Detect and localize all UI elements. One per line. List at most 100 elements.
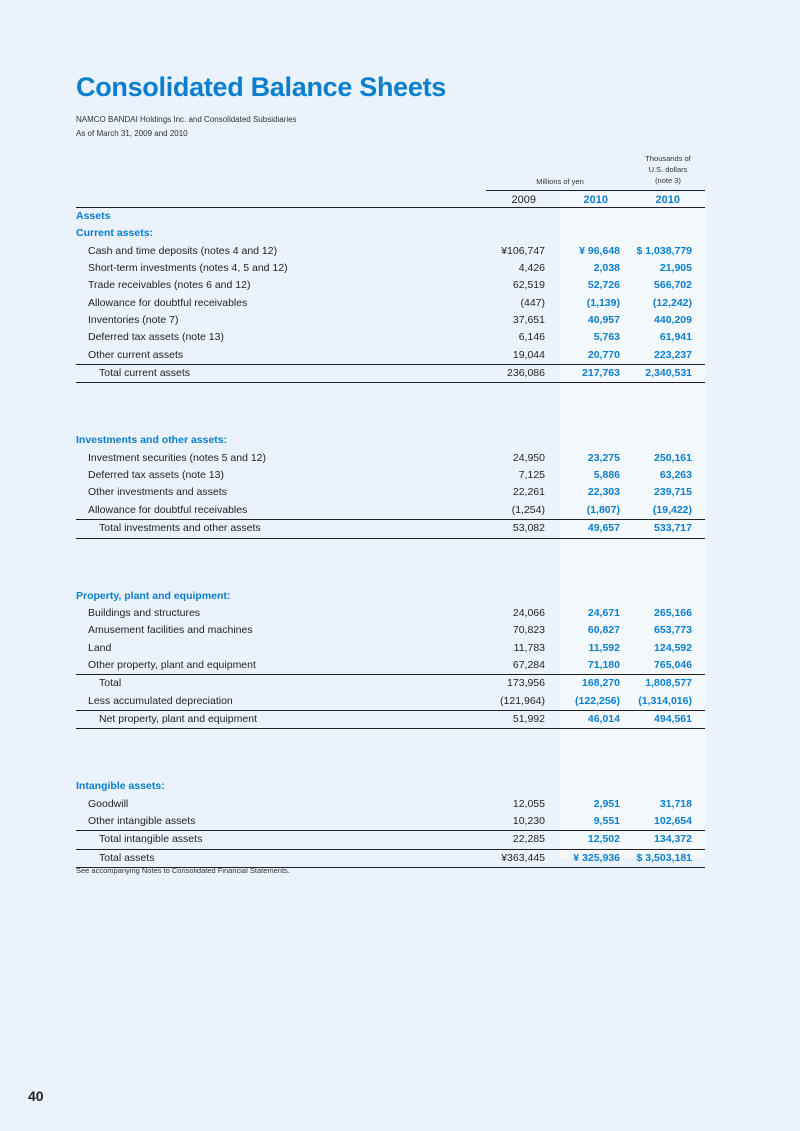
value-2009-yen: 19,044	[512, 348, 545, 361]
table-row: Short-term investments (notes 4, 5 and 1…	[76, 260, 705, 277]
row-label: Deferred tax assets (note 13)	[88, 331, 224, 344]
value-2010-yen: ¥ 96,648	[579, 244, 620, 257]
row-label: Property, plant and equipment:	[76, 589, 231, 602]
value-2010-yen: 60,827	[587, 624, 620, 637]
table-row: Land 11,783 11,592 124,592	[76, 640, 705, 657]
value-2010-yen: (122,256)	[575, 694, 620, 707]
value-2009-yen: ¥106,747	[501, 244, 545, 257]
row-label: Other investments and assets	[88, 486, 227, 499]
table-row: Other investments and assets 22,261 22,303…	[76, 484, 705, 501]
value-2009-yen: 22,285	[512, 833, 545, 846]
value-2009-yen: 62,519	[512, 279, 545, 292]
value-2010-usd: (19,422)	[652, 503, 692, 516]
row-label: Trade receivables (notes 6 and 12)	[88, 279, 251, 292]
value-2009-yen: (121,964)	[500, 694, 545, 707]
value-2010-yen: 49,657	[587, 522, 620, 535]
row-label: Total current assets	[99, 367, 191, 380]
value-2010-usd: 566,702	[654, 279, 692, 292]
value-2009-yen: 6,146	[518, 331, 545, 344]
year-2010-usd: 2010	[655, 194, 680, 206]
total-row: Total intangible assets 22,285 12,502 134,3…	[76, 830, 705, 848]
table-row: Other intangible assets 10,230 9,551 102,65…	[76, 813, 705, 830]
row-label: Current assets:	[76, 227, 154, 240]
row-label: Other current assets	[88, 348, 184, 361]
row-label: Buildings and structures	[88, 606, 201, 619]
value-2010-usd: 63,263	[659, 469, 692, 482]
total-row: Total current assets 236,086 217,763 2,340,…	[76, 364, 705, 384]
value-2010-yen: 217,763	[582, 367, 620, 380]
value-2010-usd: 2,340,531	[645, 367, 692, 380]
company-subtitle: NAMCO BANDAI Holdings Inc. and Consolida…	[76, 115, 297, 124]
value-2010-usd: 124,592	[654, 641, 692, 654]
value-2009-yen: (1,254)	[511, 503, 545, 516]
value-2010-usd: 102,654	[654, 814, 692, 827]
row-label: Total assets	[99, 851, 155, 864]
row-label: Net property, plant and equipment	[99, 712, 257, 725]
value-2009-yen: 10,230	[512, 814, 545, 827]
row-label: Total intangible assets	[99, 833, 203, 846]
value-2010-usd: 1,808,577	[645, 677, 692, 690]
value-2010-usd: 134,372	[654, 833, 692, 846]
table-row: Allowance for doubtful receivables (1,254…	[76, 502, 705, 519]
value-2010-yen: 2,038	[593, 262, 620, 275]
table-row: Inventories (note 7) 37,651 40,957 440,209	[76, 312, 705, 329]
balance-sheet-table: Assets Current assets: Cash and time depos…	[76, 208, 705, 868]
row-label: Allowance for doubtful receivables	[88, 503, 248, 516]
section-heading: Investments and other assets:	[76, 432, 705, 449]
value-2010-usd: $ 3,503,181	[636, 851, 692, 864]
highlight-column	[560, 192, 705, 858]
value-2009-yen: 173,956	[507, 677, 545, 690]
row-label: Amusement facilities and machines	[88, 624, 253, 637]
value-2010-usd: 265,166	[654, 606, 692, 619]
value-2009-yen: 22,261	[512, 486, 545, 499]
value-2010-usd: 223,237	[654, 348, 692, 361]
table-row: Buildings and structures 24,066 24,671 265,…	[76, 605, 705, 622]
header-bottom-rule	[76, 207, 705, 208]
row-label: Allowance for doubtful receivables	[88, 296, 248, 309]
row-label: Goodwill	[88, 797, 129, 810]
value-2010-yen: 5,886	[593, 469, 620, 482]
value-2009-yen: 70,823	[512, 624, 545, 637]
page-title: Consolidated Balance Sheets	[76, 72, 447, 102]
value-2010-usd: (1,314,016)	[638, 694, 692, 707]
section-spacer	[76, 539, 705, 588]
value-2010-yen: 9,551	[593, 814, 620, 827]
table-row: Cash and time deposits (notes 4 and 12) ¥…	[76, 243, 705, 260]
value-2010-yen: 168,270	[582, 677, 620, 690]
value-2010-yen: 52,726	[587, 279, 620, 292]
value-2010-usd: 21,905	[659, 262, 692, 275]
table-row: Investment securities (notes 5 and 12) 24…	[76, 450, 705, 467]
total-row: Total assets ¥363,445 ¥ 325,936 $ 3,503,181	[76, 848, 705, 868]
value-2009-yen: ¥363,445	[501, 851, 545, 864]
table-row: Trade receivables (notes 6 and 12) 62,519…	[76, 277, 705, 294]
row-label: Investment securities (notes 5 and 12)	[88, 451, 267, 464]
row-label: Land	[88, 641, 112, 654]
value-2010-usd: (12,242)	[652, 296, 692, 309]
table-row: Other property, plant and equipment 67,28…	[76, 657, 705, 674]
usd-label-line: U.S. dollars	[648, 165, 688, 174]
row-label: Other property, plant and equipment	[88, 658, 256, 671]
value-2010-yen: 71,180	[587, 658, 620, 671]
value-2010-yen: 46,014	[587, 712, 620, 725]
value-2009-yen: 12,055	[512, 797, 545, 810]
table-row: Allowance for doubtful receivables (447) (…	[76, 295, 705, 312]
value-2010-usd: 61,941	[659, 331, 692, 344]
value-2009-yen: 24,066	[512, 606, 545, 619]
section-heading: Assets	[76, 208, 705, 225]
row-label: Total	[99, 677, 122, 690]
row-label: Assets	[76, 210, 111, 222]
date-subtitle: As of March 31, 2009 and 2010	[76, 129, 188, 138]
value-2010-usd: 440,209	[654, 314, 692, 327]
value-2010-yen: 2,951	[593, 797, 620, 810]
table-row: Goodwill 12,055 2,951 31,718	[76, 796, 705, 813]
table-row: Deferred tax assets (note 13) 6,146 5,763 6…	[76, 329, 705, 346]
row-label: Total investments and other assets	[99, 522, 261, 535]
row-label: Cash and time deposits (notes 4 and 12)	[88, 244, 278, 257]
year-2010-yen: 2010	[583, 194, 608, 206]
value-2010-usd: 31,718	[659, 797, 692, 810]
yen-unit-label: Millions of yen	[536, 177, 584, 186]
value-2010-usd: 765,046	[654, 658, 692, 671]
total-row: Net property, plant and equipment 51,992 4…	[76, 709, 705, 730]
value-2009-yen: 51,992	[512, 712, 545, 725]
value-2010-usd: 250,161	[654, 451, 692, 464]
